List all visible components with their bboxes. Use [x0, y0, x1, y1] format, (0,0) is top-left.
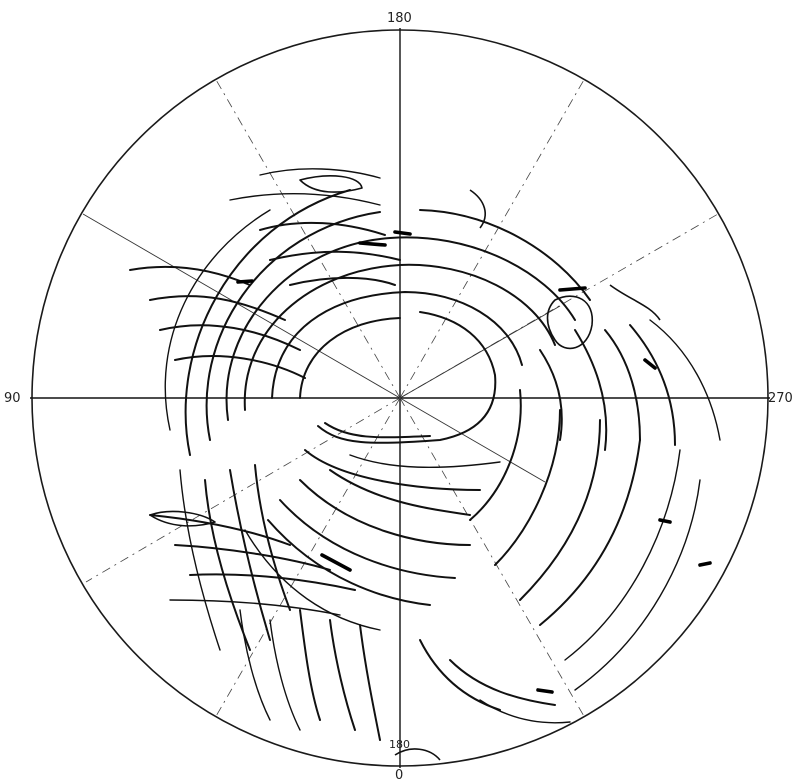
meridian-line	[399, 213, 719, 399]
meridian-line	[214, 77, 401, 399]
longitude-label-bottom: 0	[395, 768, 403, 781]
meridian-line	[399, 397, 586, 719]
longitude-label-right: 270	[768, 391, 793, 406]
meridian-line	[85, 397, 401, 583]
graticule	[30, 28, 770, 768]
meridian-line	[399, 77, 586, 399]
polar-terrain-contours	[129, 168, 721, 761]
longitude-label-top: 180	[387, 11, 412, 26]
meridian-line	[82, 213, 401, 399]
meridian-line	[399, 305, 561, 399]
meridian-line	[399, 397, 546, 483]
longitude-label-left: 90	[4, 391, 21, 406]
longitude-labels: 180 90 270 0 180	[4, 11, 793, 781]
longitude-label-inner-bottom: 180	[389, 738, 410, 751]
meridian-line	[214, 397, 401, 719]
